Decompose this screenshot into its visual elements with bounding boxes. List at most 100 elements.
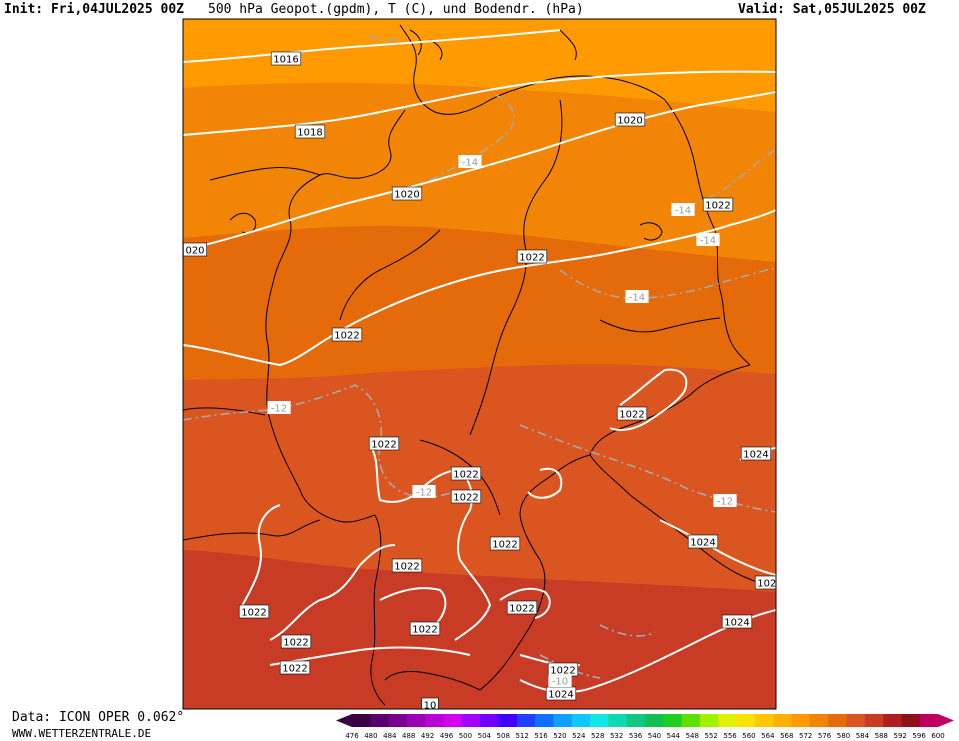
isotherm-label: -14 [671, 203, 695, 217]
svg-text:1020: 1020 [394, 190, 419, 201]
svg-text:020: 020 [185, 246, 204, 257]
scale-label: 492 [421, 732, 434, 740]
isobar-label: 1022 [238, 604, 270, 619]
isotherm-label: -14 [625, 290, 649, 304]
scale-label: 588 [875, 732, 888, 740]
isobar-label: 1022 [516, 249, 548, 264]
init-time: Init: Fri,04JUL2025 00Z [4, 2, 185, 17]
isobar-label: 020 [183, 242, 207, 257]
scale-label: 568 [780, 732, 793, 740]
isobars [183, 29, 776, 693]
scale-arrow-right [938, 714, 954, 727]
isotherm-label: -14 [696, 233, 720, 247]
scale-label: 600 [931, 732, 944, 740]
svg-text:-14: -14 [700, 236, 716, 247]
svg-text:1022: 1022 [509, 604, 534, 615]
scale-swatch [718, 714, 738, 727]
isotherm-label: -14 [458, 155, 482, 169]
scale-swatch [388, 714, 408, 727]
scale-label: 504 [478, 732, 492, 740]
scale-swatch [516, 714, 536, 727]
scale-swatch [352, 714, 371, 727]
scale-label: 484 [383, 732, 397, 740]
isobar-label: 1018 [294, 124, 326, 139]
svg-text:1024: 1024 [757, 579, 782, 590]
scale-label: 520 [553, 732, 566, 740]
scale-label: 500 [459, 732, 472, 740]
svg-text:1022: 1022 [705, 201, 730, 212]
scale-label: 512 [515, 732, 528, 740]
scale-label: 476 [345, 732, 359, 740]
scale-label: 584 [856, 732, 870, 740]
svg-text:1022: 1022 [453, 470, 478, 481]
scale-label: 480 [364, 732, 377, 740]
svg-text:-12: -12 [271, 404, 287, 415]
scale-swatch [590, 714, 609, 727]
scale-label: 548 [686, 732, 699, 740]
scale-label: 496 [440, 732, 454, 740]
scale-swatch [645, 714, 664, 727]
svg-text:-14: -14 [462, 158, 478, 169]
svg-text:1024: 1024 [743, 450, 768, 461]
scale-swatch [681, 714, 701, 727]
scale-label: 592 [894, 732, 907, 740]
scale-swatch [498, 714, 518, 727]
scale-arrow-left [336, 714, 352, 727]
isobar-label: 1022 [331, 327, 363, 342]
scale-label: 560 [742, 732, 755, 740]
scale-label: 532 [610, 732, 623, 740]
svg-text:1022: 1022 [619, 410, 644, 421]
isotherm-label: -12 [412, 485, 436, 499]
scale-swatch [883, 714, 902, 727]
scale-swatch [791, 714, 811, 727]
scale-swatch [370, 714, 390, 727]
scale-swatch [864, 714, 884, 727]
svg-text:1022: 1022 [492, 540, 517, 551]
scale-swatch [736, 714, 756, 727]
isobar-label: 1024 [740, 446, 772, 461]
website: WWW.WETTERZENTRALE.DE [12, 727, 152, 740]
svg-text:1022: 1022 [453, 493, 478, 504]
scale-label: 508 [497, 732, 510, 740]
scale-label: 552 [704, 732, 717, 740]
isobar-label: 1020 [391, 186, 423, 201]
isobar-label: 1024 [721, 614, 753, 629]
scale-swatch [425, 714, 445, 727]
scale-label: 536 [629, 732, 643, 740]
map-area: 1016 1018 1020 1020 020 1022 1022 1022 1022 1022 1… [183, 19, 782, 709]
isobar-label: 1022 [450, 489, 482, 504]
scale-label: 488 [402, 732, 415, 740]
svg-text:1022: 1022 [519, 253, 544, 264]
svg-text:1022: 1022 [412, 625, 437, 636]
scale-swatch [571, 714, 591, 727]
scale-swatch [809, 714, 829, 727]
isobar-label: 1022 [279, 660, 311, 675]
scale-swatch [480, 714, 499, 727]
isobar-label: 1020 [614, 112, 646, 127]
isobar-label: 1024 [545, 686, 577, 701]
svg-text:1022: 1022 [550, 666, 575, 677]
chart-title: 500 hPa Geopot.(gpdm), T (C), und Bodend… [208, 2, 584, 17]
svg-text:1024: 1024 [724, 618, 749, 629]
scale-label: 576 [818, 732, 832, 740]
scale-label: 580 [837, 732, 850, 740]
scale-swatch [461, 714, 481, 727]
scale-label: 564 [761, 732, 775, 740]
svg-text:-12: -12 [416, 488, 432, 499]
scale-label: 524 [572, 732, 586, 740]
svg-text:1020: 1020 [617, 116, 642, 127]
isobar-label: 1024 [754, 575, 782, 590]
isobar-label: 1022 [391, 558, 423, 573]
valid-time: Valid: Sat,05JUL2025 00Z [738, 2, 926, 17]
data-source: Data: ICON OPER 0.062° [12, 710, 185, 725]
scale-swatch [828, 714, 847, 727]
isobar-label: 1022 [280, 634, 312, 649]
scale-swatch [626, 714, 646, 727]
isobar-label: 1022 [616, 406, 648, 421]
isobar-label: 1022 [506, 600, 538, 615]
svg-text:-12: -12 [717, 497, 733, 508]
isotherm-label: -10 [548, 674, 572, 688]
isotherm-label: -12 [713, 494, 737, 508]
svg-text:1022: 1022 [283, 638, 308, 649]
svg-text:1022: 1022 [241, 608, 266, 619]
